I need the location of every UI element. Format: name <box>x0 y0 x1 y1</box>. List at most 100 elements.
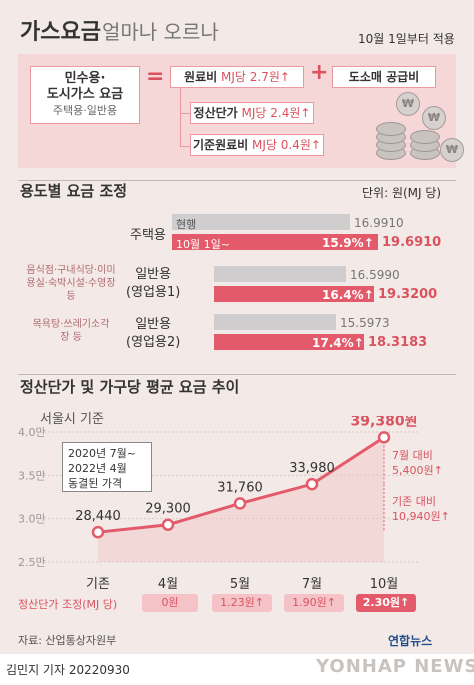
pct-commercial2: 17.4%↑ <box>312 336 364 350</box>
pct-commercial1: 16.4%↑ <box>322 288 374 302</box>
footer-bar <box>0 654 474 685</box>
annot-vs-base: 기존 대비 10,940원↑ <box>392 494 450 524</box>
value-current-commercial1: 16.5990 <box>350 268 400 282</box>
usage-divider <box>18 180 456 181</box>
adjustment-label: 정산단가 조정(MJ 당) <box>18 598 118 611</box>
new-label: 10월 1일~ <box>176 238 230 251</box>
bar-current-commercial1 <box>214 266 346 282</box>
annot-vs-base-l1: 기존 대비 <box>392 495 436 508</box>
usage-unit: 단위: 원(MJ 당) <box>362 186 442 200</box>
source-note: 자료: 산업통상자원부 <box>18 634 117 647</box>
annot-vs-july-l1: 7월 대비 <box>392 449 433 462</box>
data-label: 29,300 <box>145 502 191 517</box>
bar-new-commercial2 <box>214 334 364 350</box>
byline: 김민지 기자 20220930 <box>6 663 130 677</box>
x-tick-label: 4월 <box>158 577 178 592</box>
equals-sign: = <box>146 64 165 89</box>
bar-new-commercial1 <box>214 286 374 302</box>
data-point <box>305 477 319 491</box>
agency-logo: 연합뉴스 <box>388 634 433 648</box>
bar-current-commercial2 <box>214 314 336 330</box>
coin-icon <box>376 122 406 136</box>
title-sub: 얼마나 오르나 <box>102 20 219 44</box>
formula-panel: 민수용· 도시가스 요금 주택용·일반용 = 원료비 MJ당 2.7원↑ + 도… <box>18 54 464 168</box>
current-label: 현행 <box>176 218 197 231</box>
data-label: 33,980 <box>289 461 335 476</box>
pct-residential: 15.9%↑ <box>322 236 374 250</box>
y-tick-label: 2.5만 <box>18 556 46 569</box>
usage-row-commercial1-desc: 음식점·구내식당·이미용실·숙박시설·수영장 등 <box>26 265 116 302</box>
row-name-line2: (영업용1) <box>126 285 181 300</box>
coin-icon <box>410 130 440 144</box>
row-name-line1: 일반용 <box>135 267 172 282</box>
base-raw-label: 기준원료비 <box>193 138 249 152</box>
usage-row-commercial2-desc: 목욕탕·쓰레기소각장 등 <box>32 319 110 343</box>
title-main: 가스요금 <box>20 20 101 45</box>
annot-vs-july: 7월 대비 5,400원↑ <box>392 448 443 478</box>
agency-watermark: YONHAP NEWS <box>316 656 474 677</box>
raw-material-box: 원료비 MJ당 2.7원↑ <box>170 66 304 88</box>
annot-vs-july-l2: 5,400원↑ <box>392 464 443 477</box>
settlement-label: 정산단가 <box>193 106 238 120</box>
adj-pill-oct: 2.30원↑ <box>356 594 416 612</box>
frozen-price-note: 2020년 7월~ 2022년 4월 동결된 가격 <box>62 442 152 492</box>
x-tick-label: 5월 <box>230 577 250 592</box>
row-name-line1: 일반용 <box>135 317 172 332</box>
annot-vs-base-l2: 10,940원↑ <box>392 510 450 523</box>
bar-current-residential <box>172 214 350 230</box>
usage-title: 용도별 요금 조정 <box>20 182 128 200</box>
x-tick-label: 기존 <box>86 577 110 592</box>
plus-sign: + <box>310 60 329 85</box>
data-point <box>233 497 247 510</box>
x-tick-label: 7월 <box>302 577 322 592</box>
usage-row-residential-name: 주택용 <box>130 228 166 243</box>
effective-date-note: 10월 1일부터 적용 <box>358 32 455 46</box>
usage-row-commercial1-name: 일반용 (영업용1) <box>126 266 180 302</box>
adj-pill-apr: 0원 <box>142 594 198 612</box>
note-line1: 2020년 7월~ <box>68 447 136 460</box>
y-tick-label: 3.0만 <box>18 513 46 526</box>
adj-pill-may: 1.23원↑ <box>212 594 272 612</box>
value-new-commercial1: 19.3200 <box>378 287 438 302</box>
gas-fee-line3: 주택용·일반용 <box>52 104 118 117</box>
chart-region: 서울시 기준 <box>40 412 104 427</box>
formula-bracket <box>180 88 181 146</box>
chart-divider <box>18 374 456 375</box>
series-area <box>98 437 384 562</box>
trend-line-chart: 4.0만 3.5만 3.0만 2.5만 28,440 29,300 31,760 33,980… <box>18 416 420 592</box>
won-coin-icon: ₩ <box>396 92 420 116</box>
chart-title: 정산단가 및 가구당 평균 요금 추이 <box>20 378 240 396</box>
value-current-commercial2: 15.5973 <box>340 316 390 330</box>
data-point <box>91 525 105 539</box>
usage-row-commercial2-name: 일반용 (영업용2) <box>126 316 180 352</box>
raw-material-label: 원료비 <box>184 70 218 84</box>
base-raw-box: 기준원료비 MJ당 0.4원↑ <box>190 134 324 156</box>
retail-supply-box: 도소매 공급비 <box>332 66 436 88</box>
data-point <box>161 518 175 531</box>
data-point <box>377 431 391 444</box>
bar-new-residential <box>172 234 378 250</box>
x-tick-label: 10월 <box>370 577 399 592</box>
settlement-box: 정산단가 MJ당 2.4원↑ <box>190 102 314 124</box>
formula-connector-1 <box>180 113 190 114</box>
won-coin-icon: ₩ <box>422 106 446 130</box>
y-tick-label: 4.0만 <box>18 426 46 439</box>
formula-connector-2 <box>180 146 190 147</box>
base-raw-value: MJ당 0.4원↑ <box>252 138 321 152</box>
value-new-commercial2: 18.3183 <box>368 335 428 350</box>
gas-fee-box: 민수용· 도시가스 요금 주택용·일반용 <box>30 66 140 124</box>
adj-pill-jul: 1.90원↑ <box>284 594 344 612</box>
note-line2: 2022년 4월 <box>68 462 127 475</box>
value-current-residential: 16.9910 <box>354 216 404 230</box>
data-label: 39,380원 <box>351 416 418 429</box>
won-coin-icon: ₩ <box>440 138 464 162</box>
note-line3: 동결된 가격 <box>68 477 123 490</box>
data-label: 28,440 <box>75 509 121 524</box>
value-new-residential: 19.6910 <box>382 235 442 250</box>
row-name-line2: (영업용2) <box>126 335 181 350</box>
retail-supply-label: 도소매 공급비 <box>348 70 420 84</box>
gas-fee-line2: 도시가스 요금 <box>46 87 124 102</box>
gas-fee-line1: 민수용· <box>64 71 106 86</box>
y-tick-label: 3.5만 <box>18 469 46 482</box>
